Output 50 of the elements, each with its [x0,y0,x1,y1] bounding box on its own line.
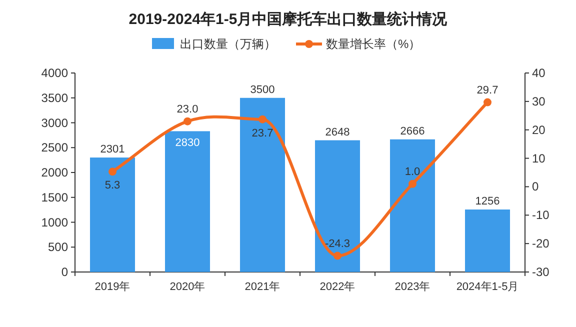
data-label: 29.7 [476,84,498,96]
point [258,115,266,124]
y2-tick-label: 40 [532,66,546,80]
bar [90,158,135,272]
bar [390,139,435,272]
y2-tick-label: -30 [532,265,550,279]
y-tick-label: 3500 [41,90,68,105]
bar [165,131,210,272]
bar [315,140,360,272]
y-tick-label: 1500 [41,190,68,204]
point [484,98,492,106]
x-tick-label: 2024年1-5月 [456,281,519,293]
y-tick-label: 2000 [41,166,68,180]
x-tick-label: 2019年 [94,281,130,293]
y2-tick-label: 10 [532,151,546,166]
y-tick-label: 0 [61,265,68,279]
x-tick-label: 2023年 [394,281,430,293]
point [334,252,342,260]
point [184,117,192,126]
point [108,168,116,176]
chart-title: 2019-2024年1-5月中国摩托车出口数量统计情况 [128,10,448,28]
legend-label: 出口数量（万辆） [180,37,276,51]
y-tick-label: 3000 [41,116,68,130]
y2-tick-label: 20 [532,122,546,137]
y-tick-label: 4000 [41,66,68,80]
data-label: 23.7 [252,127,274,140]
x-tick-label: 2021年 [244,281,280,293]
bar [240,98,285,272]
data-label: 2301 [100,144,125,156]
data-label: 23.0 [176,103,198,116]
point [408,180,416,188]
x-tick-label: 2020年 [170,281,206,293]
data-label: 2666 [400,125,425,138]
x-tick-label: 2022年 [320,281,356,293]
legend-label: 数量增长率（%） [326,37,421,51]
data-label: 3500 [250,84,275,96]
y2-tick-label: 0 [532,180,539,194]
y2-tick-label: -20 [532,236,550,251]
y-tick-label: 500 [48,240,68,254]
data-label: 1.0 [404,166,420,178]
data-label: 1256 [475,196,500,208]
data-label: 5.3 [104,180,120,192]
data-label: 2830 [175,137,200,150]
y2-tick-label: -10 [532,208,550,222]
y2-tick-label: 30 [532,94,546,108]
bar [465,210,510,272]
y-tick-label: 2500 [41,140,68,155]
data-label: -24.3 [324,238,350,250]
y-tick-label: 1000 [41,215,68,230]
data-label: 2648 [325,126,350,138]
